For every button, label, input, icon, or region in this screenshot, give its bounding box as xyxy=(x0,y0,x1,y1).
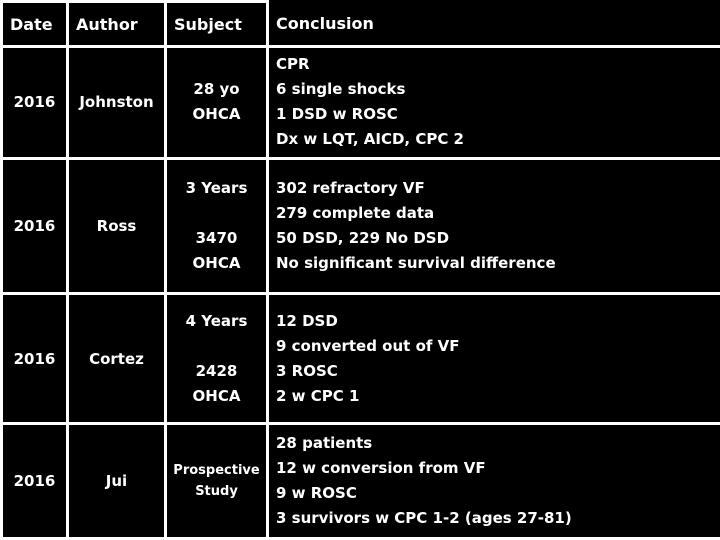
subject-line: 3 Years xyxy=(185,178,248,197)
conclusion-line: 28 patients xyxy=(276,434,373,453)
header-row: Date Author Subject Conclusion xyxy=(0,0,720,48)
table-row-ross: 2016 Ross 3 Years 3470 OHCA 302 refracto… xyxy=(0,156,720,296)
subject-line: Study xyxy=(195,484,238,500)
date-cell: 2016 xyxy=(0,45,69,160)
conclusion-line: 12 DSD xyxy=(276,311,338,330)
date-cell: 2016 xyxy=(0,422,69,540)
author-cell: Johnston xyxy=(66,45,167,160)
author-cell: Cortez xyxy=(66,291,167,426)
conclusion-line: 3 survivors w CPC 1-2 (ages 27-81) xyxy=(276,509,572,528)
conclusion-line: Dx w LQT, AICD, CPC 2 xyxy=(276,130,464,149)
subject-cell: Prospective Study xyxy=(164,422,269,540)
header-date: Date xyxy=(0,0,69,48)
conclusion-cell: 302 refractory VF 279 complete data 50 D… xyxy=(266,156,720,296)
table-row-cortez: 2016 Cortez 4 Years 2428 OHCA 12 DSD 9 c… xyxy=(0,291,720,426)
conclusion-line: 6 single shocks xyxy=(276,80,406,99)
table-row-jui: 2016 Jui Prospective Study 28 patients 1… xyxy=(0,422,720,540)
subject-line: 3470 xyxy=(195,228,238,247)
header-subject: Subject xyxy=(164,0,269,48)
date-cell: 2016 xyxy=(0,291,69,426)
conclusion-line: 279 complete data xyxy=(276,203,435,222)
subject-line: Prospective xyxy=(173,463,260,479)
table-row-johnston: 2016 Johnston 28 yo OHCA CPR 6 single sh… xyxy=(0,45,720,160)
conclusion-line: 3 ROSC xyxy=(276,361,338,380)
conclusion-line: 9 converted out of VF xyxy=(276,336,460,355)
conclusion-line: 50 DSD, 229 No DSD xyxy=(276,228,450,247)
conclusion-line: 302 refractory VF xyxy=(276,178,425,197)
conclusion-cell: CPR 6 single shocks 1 DSD w ROSC Dx w LQ… xyxy=(266,45,720,160)
subject-cell: 3 Years 3470 OHCA xyxy=(164,156,269,296)
author-cell: Jui xyxy=(66,422,167,540)
conclusion-line: CPR xyxy=(276,55,310,74)
header-conclusion: Conclusion xyxy=(266,1,720,48)
header-author: Author xyxy=(66,0,167,48)
subject-line: 28 yo xyxy=(193,80,240,99)
subject-cell: 28 yo OHCA xyxy=(164,45,269,160)
conclusion-line: No significant survival difference xyxy=(276,253,556,272)
conclusion-line: 1 DSD w ROSC xyxy=(276,105,398,124)
subject-cell: 4 Years 2428 OHCA xyxy=(164,291,269,426)
date-cell: 2016 xyxy=(0,156,69,296)
subject-line: 4 Years xyxy=(185,311,248,330)
conclusion-cell: 28 patients 12 w conversion from VF 9 w … xyxy=(266,422,720,540)
subject-line xyxy=(167,334,266,359)
conclusion-cell: 12 DSD 9 converted out of VF 3 ROSC 2 w … xyxy=(266,291,720,426)
subject-line: OHCA xyxy=(192,253,241,272)
author-cell: Ross xyxy=(66,156,167,296)
subject-line: OHCA xyxy=(192,386,241,405)
conclusion-line: 12 w conversion from VF xyxy=(276,459,486,478)
subject-line: 2428 xyxy=(195,361,238,380)
conclusion-line: 9 w ROSC xyxy=(276,484,357,503)
subject-line xyxy=(167,201,266,226)
conclusion-line: 2 w CPC 1 xyxy=(276,386,360,405)
subject-line: OHCA xyxy=(192,105,241,124)
